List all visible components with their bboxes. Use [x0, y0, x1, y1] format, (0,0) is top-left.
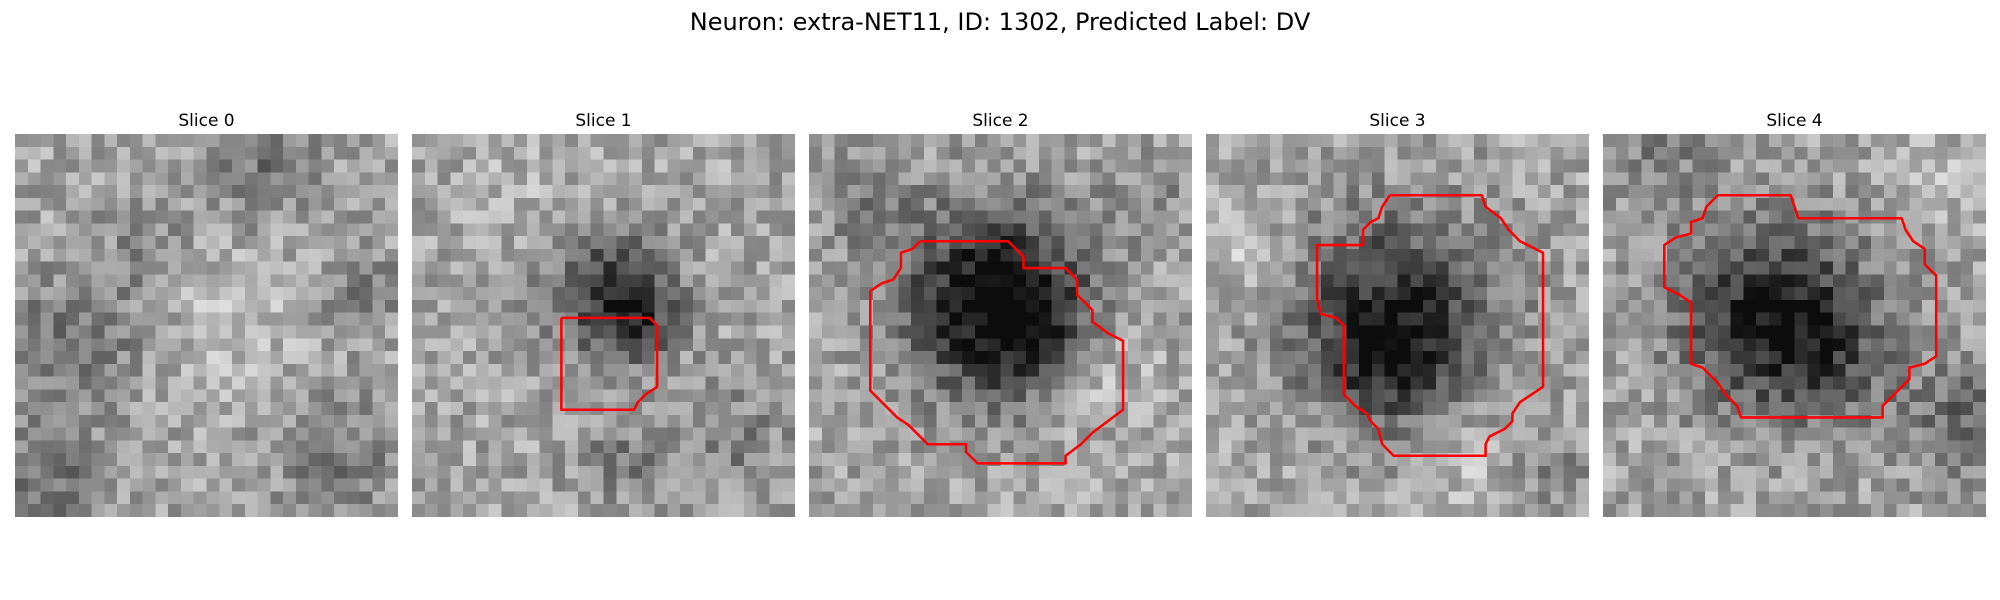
slice-heatmap-2 — [809, 134, 1192, 517]
segmentation-contour — [869, 239, 1125, 465]
slice-title-2: Slice 2 — [972, 111, 1029, 131]
segmentation-contour — [560, 316, 659, 412]
slice-image-3 — [1206, 134, 1589, 517]
slice-image-0 — [15, 134, 398, 517]
slice-image-4 — [1603, 134, 1986, 517]
slice-title-1: Slice 1 — [575, 111, 632, 131]
slice-image-1 — [412, 134, 795, 517]
slice-panel-0: Slice 0 — [15, 110, 398, 517]
slice-heatmap-0 — [15, 134, 398, 517]
slice-panel-4: Slice 4 — [1603, 110, 1986, 517]
slice-heatmap-3 — [1206, 134, 1589, 517]
figure-title: Neuron: extra-NET11, ID: 1302, Predicted… — [689, 8, 1311, 36]
slice-title-4: Slice 4 — [1766, 111, 1823, 131]
slice-title-3: Slice 3 — [1369, 111, 1426, 131]
slice-panel-1: Slice 1 — [412, 110, 795, 517]
slice-panel-2: Slice 2 — [809, 110, 1192, 517]
segmentation-contour — [1315, 194, 1545, 457]
slice-image-2 — [809, 134, 1192, 517]
slice-title-0: Slice 0 — [178, 111, 235, 131]
slice-panel-3: Slice 3 — [1206, 110, 1589, 517]
segmentation-contour — [1663, 194, 1938, 419]
slice-heatmap-1 — [412, 134, 795, 517]
slice-heatmap-4 — [1603, 134, 1986, 517]
